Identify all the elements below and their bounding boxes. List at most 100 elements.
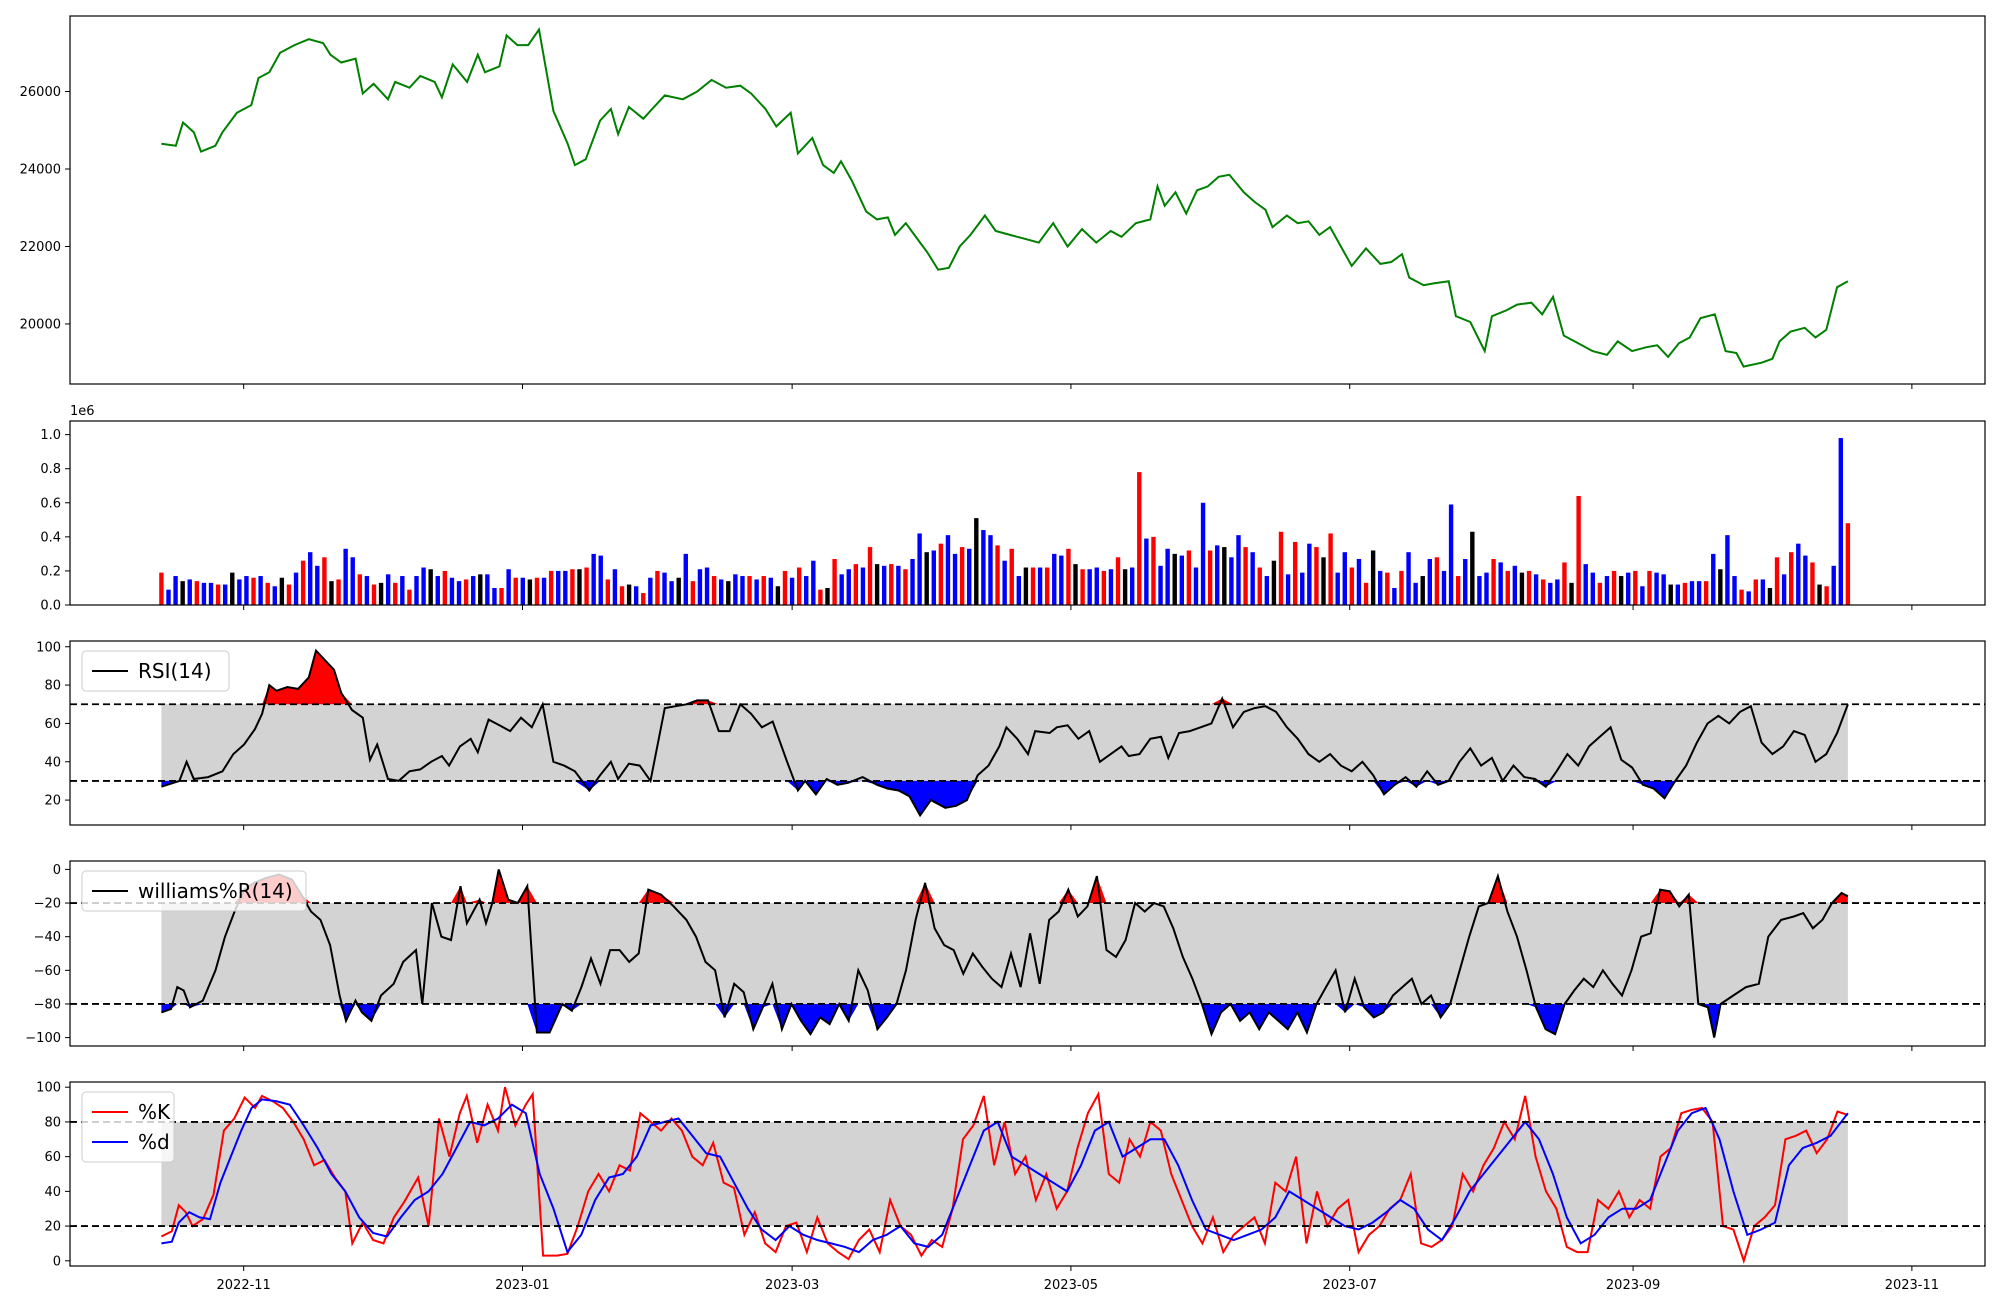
volume-bar [733,574,738,605]
volume-bar [336,579,341,605]
volume-bar [669,581,674,605]
volume-bar [832,559,837,605]
volume-bar [1448,504,1454,605]
volume-bar [1151,536,1156,605]
volume-bar [499,587,504,605]
volume-bar [1774,557,1780,605]
volume-bar [1186,550,1192,605]
volume-bar [931,550,936,605]
x-tick-label: 2023-11 [1885,1278,1939,1293]
volume-bar [1363,582,1369,605]
volume-bar [1342,552,1347,605]
volume-bar [222,584,228,605]
volume-bar [449,577,455,605]
volume-bar [1080,569,1085,605]
volume-bar [329,581,334,605]
volume-bar [548,570,554,605]
volume-bar [520,577,525,605]
volume-bar [648,577,653,605]
volume-bar [357,574,363,605]
legend-box [81,870,307,912]
volume-bar [407,589,412,605]
volume-bar [1654,572,1659,605]
volume-bar [1037,567,1043,605]
panel-price: 20000 22000 24000 26000 [20,15,1986,389]
oversold-fill [161,1003,1848,1038]
volume-bar [385,574,391,605]
volume-bar [166,589,171,605]
volume-bar [697,569,703,605]
volume-bar [1781,574,1787,605]
volume-bar [796,567,802,605]
volume-bar [506,569,511,605]
volume-bar [952,553,958,605]
plot-area [161,869,1849,1038]
volume-bar [1356,559,1362,605]
volume-bar [1399,570,1404,605]
volume-bar [1434,557,1440,605]
y-tick-label: 0.4 [40,530,61,545]
volume-bar [917,533,922,605]
volume-bar [513,577,518,605]
y-tick-label: −60 [34,964,61,979]
y-tick-label: 24000 [20,163,61,178]
volume-bar [1122,569,1128,605]
volume-bar [995,545,1000,605]
volume-bar [1555,579,1560,605]
volume-bar [881,565,887,605]
volume-bar [690,581,696,605]
volume-bar [1533,574,1539,605]
volume-bar [1441,570,1447,605]
plot-area [160,1086,1849,1265]
volume-bar [1803,555,1808,605]
volume-bar [1257,567,1262,605]
volume-bar [1009,548,1014,605]
volume-bar [1406,552,1411,605]
volume-bar [577,569,582,605]
panel-stochastic: 0 20 40 60 80 100 2022-11 2023-01 2023-03 2023-05… [36,1081,1986,1293]
volume-bar [818,589,823,605]
volume-bar [782,570,788,605]
volume-bar [1569,582,1574,605]
volume-bar [159,572,164,605]
volume-bar [768,577,774,605]
y-tick-label: 20000 [20,317,61,332]
plot-area [161,27,1849,368]
neutral-band [161,903,1848,1004]
volume-bar [470,576,476,605]
volume-bar [201,582,207,605]
volume-bar [1130,567,1135,605]
volume-bar [1073,564,1078,605]
volume-bar [1420,576,1425,605]
volume-bar [251,577,256,605]
plot-area [161,648,1849,818]
y-tick-label: 60 [44,717,61,732]
volume-bar [1718,569,1723,605]
volume-bar [1413,582,1418,605]
volume-bar [747,576,752,605]
y-tick-label: 0.0 [40,599,61,614]
volume-bar [1838,438,1843,605]
volume-bar [1633,570,1638,605]
axis-offset-label: 1e6 [70,404,95,419]
volume-bar [839,574,844,605]
y-tick-label: −20 [34,897,61,912]
panel-williams: 0 −20 −40 −60 −80 −100 williams%R(14) [25,860,1986,1051]
volume-bar [1477,576,1482,605]
volume-bar [1378,570,1383,605]
volume-bar [1484,572,1489,605]
volume-bar [1597,582,1603,605]
volume-bar [194,581,200,605]
volume-bar [584,567,589,605]
volume-bar [1215,545,1220,605]
volume-bar [1760,579,1766,605]
volume-bar [1059,555,1064,605]
volume-bar [1611,570,1617,605]
volume-bar [1498,562,1503,605]
legend-label: RSI(14) [138,659,212,683]
y-tick-label: 0.2 [40,564,61,579]
volume-bar [1711,553,1716,605]
legend: williams%R(14) [81,870,307,912]
x-tick-label: 2023-09 [1606,1278,1660,1293]
volume-bar [1179,555,1184,605]
